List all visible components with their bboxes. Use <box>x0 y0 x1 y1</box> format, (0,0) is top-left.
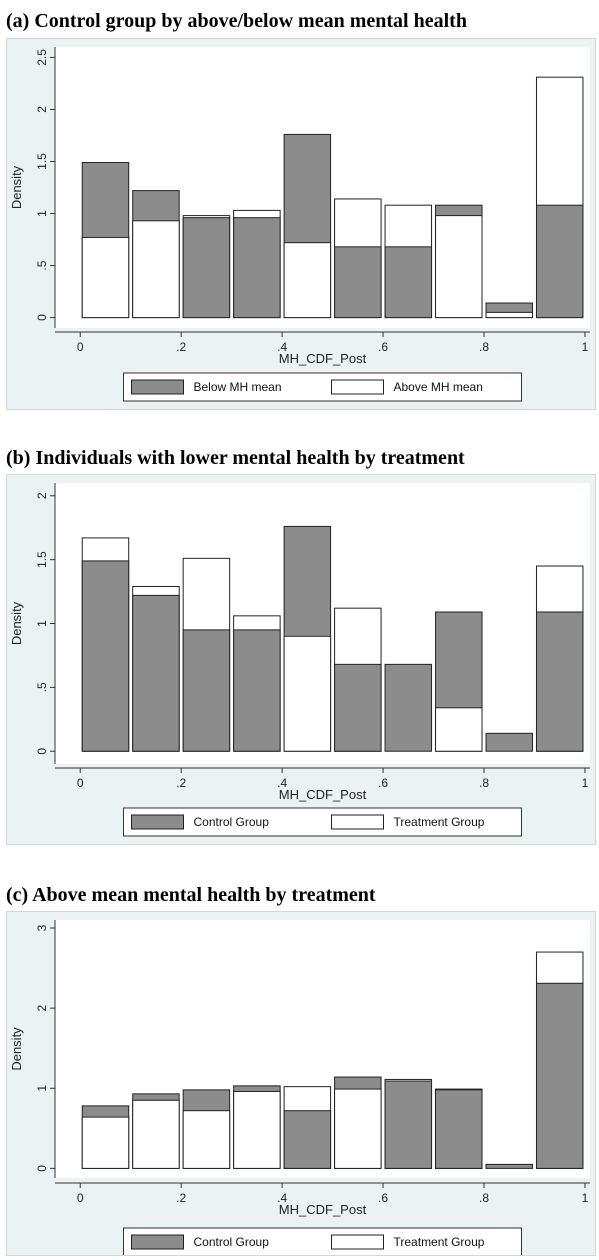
panel-a-y-tick-label: .5 <box>35 260 49 270</box>
panel-c-legend-label-1: Control Group <box>194 1235 270 1249</box>
panel-b: (b) Individuals with lower mental health… <box>0 447 599 845</box>
panel-c-title: (c) Above mean mental health by treatmen… <box>6 884 376 906</box>
panel-b-y-tick-label: 2 <box>35 492 49 499</box>
panel-b-bar-series2-bin-4 <box>283 635 332 752</box>
panel-a-bar-series2-bin-8 <box>485 311 533 319</box>
panel-b-bar-series1-bin-5 <box>334 663 382 752</box>
panel-c-chart: 0 1 2 3 Density 0 .2 .4 .6 .8 1 MH_CDF_Post Control … <box>9 920 590 1257</box>
panel-a-bar-series1-bin-2 <box>182 217 231 319</box>
panel-c-plot-frame: 0 1 2 3 Density 0 .2 .4 .6 .8 1 MH_CDF_Post Control … <box>6 911 596 1257</box>
panel-b-y-tick-label: 1.5 <box>35 551 49 568</box>
panel-b-x-tick-label: .2 <box>176 776 186 790</box>
panel-c-bar-series2-bin-0 <box>81 1116 130 1169</box>
panel-c-x-tick-label: 1 <box>582 1191 589 1205</box>
panel-b-plot-frame: 0 .5 1 1.5 2 Density 0 .2 .4 .6 .8 1 MH_CDF_Post Cont… <box>6 474 596 845</box>
panel-b-bar-series1-bin-3 <box>233 629 281 752</box>
panel-b-y-tick-label: 0 <box>35 748 49 755</box>
panel-a-chart: 0 .5 1 1.5 2 2.5 Density 0 .2 .4 .6 .8 1 MH_CDF_Post B… <box>9 47 590 402</box>
panel-a-legend-swatch-2 <box>331 379 384 395</box>
panel-a-plot-frame: 0 .5 1 1.5 2 2.5 Density 0 .2 .4 .6 .8 1 MH_CDF_Post B… <box>6 38 596 410</box>
panel-c-y-tick-label: 2 <box>35 1004 49 1011</box>
panel-c-legend-swatch-2 <box>331 1234 384 1250</box>
panel-b-x-axis-label: MH_CDF_Post <box>279 787 367 802</box>
panel-c-x-tick-label: 0 <box>77 1191 84 1205</box>
panel-b-bar-series1-bin-2 <box>182 629 231 752</box>
panel-b-y-axis-label: Density <box>9 601 24 645</box>
panel-a-legend-label-1: Below MH mean <box>194 380 282 394</box>
panel-a-bar-series1-bin-9 <box>535 204 584 319</box>
panel-b-legend-swatch-2 <box>331 814 384 830</box>
panel-a-x-axis-label: MH_CDF_Post <box>279 351 367 366</box>
panel-b-bar-series1-bin-8 <box>485 732 533 752</box>
panel-b-legend: Control Group Treatment Group <box>123 807 522 837</box>
panel-a-bar-series2-bin-7 <box>435 215 483 319</box>
panel-a-bar-series2-bin-0 <box>81 236 130 319</box>
panel-a-legend-box <box>123 372 522 402</box>
panel-b-bar-series1-bin-9 <box>535 611 584 752</box>
panel-a-y-axis-label: Density <box>9 165 24 209</box>
panel-b-legend-box <box>123 807 522 837</box>
panel-c-y-tick-label: 1 <box>35 1085 49 1092</box>
panel-a-legend-label-2: Above MH mean <box>394 380 483 394</box>
panel-b-legend-swatch-1 <box>131 814 184 830</box>
panel-a-y-tick-label: 2 <box>35 106 49 113</box>
panel-a-y-tick-label: 1.5 <box>35 153 49 170</box>
panel-b-x-tick-label: .6 <box>378 776 388 790</box>
panel-b-bar-series2-bin-7 <box>435 707 483 752</box>
panel-a-x-tick-label: 1 <box>582 340 589 354</box>
panel-c-bar-series1-bin-4 <box>283 1110 332 1169</box>
panel-c-x-tick-label: .8 <box>479 1191 489 1205</box>
panel-b-x-tick-label: 1 <box>582 776 589 790</box>
panel-c-x-tick-label: .6 <box>378 1191 388 1205</box>
panel-a-x-tick-label: .8 <box>479 340 489 354</box>
panel-a-y-tick-label: 1 <box>35 210 49 217</box>
panel-c-bar-series2-bin-2 <box>182 1110 231 1169</box>
panel-a-x-tick-label: 0 <box>77 340 84 354</box>
panel-a-x-tick-label: .6 <box>378 340 388 354</box>
panel-a-bar-series1-bin-5 <box>334 246 382 319</box>
panel-b-y-tick-label: .5 <box>35 682 49 692</box>
panel-b-y-tick-label: 1 <box>35 620 49 627</box>
panel-b-x-tick-label: .4 <box>277 776 287 790</box>
panel-a-bar-series2-bin-1 <box>132 220 180 319</box>
panel-b-chart: 0 .5 1 1.5 2 Density 0 .2 .4 .6 .8 1 MH_CDF_Post Cont… <box>9 483 590 837</box>
panel-a-legend-swatch-1 <box>131 379 184 395</box>
panel-c-y-tick-label: 3 <box>35 924 49 931</box>
panel-a-x-tick-label: .4 <box>277 340 287 354</box>
panel-a-title: (a) Control group by above/below mean me… <box>6 10 467 32</box>
panel-b-bar-series1-bin-0 <box>81 560 130 752</box>
panel-c-y-tick-label: 0 <box>35 1165 49 1172</box>
panel-c-x-tick-label: .2 <box>176 1191 186 1205</box>
panel-b-legend-label-2: Treatment Group <box>394 815 485 829</box>
panel-c-bar-series1-bin-6 <box>384 1080 433 1169</box>
panel-c-bar-series2-bin-5 <box>334 1088 382 1169</box>
panel-c: (c) Above mean mental health by treatmen… <box>0 884 599 1257</box>
panel-a-bar-series2-bin-4 <box>283 242 332 319</box>
panel-b-legend-label-1: Control Group <box>194 815 270 829</box>
panel-b-bar-series1-bin-1 <box>132 594 180 752</box>
panel-c-legend-label-2: Treatment Group <box>394 1235 485 1249</box>
panel-a-legend: Below MH mean Above MH mean <box>123 372 522 402</box>
panel-b-bar-series1-bin-6 <box>384 663 433 752</box>
panel-a: (a) Control group by above/below mean me… <box>0 10 599 410</box>
panel-c-bar-series1-bin-9 <box>535 982 584 1169</box>
panel-a-y-tick-label: 2.5 <box>35 49 49 66</box>
panel-c-y-axis-label: Density <box>9 1027 24 1071</box>
panel-a-bar-series1-bin-3 <box>233 217 281 319</box>
panel-c-x-tick-label: .4 <box>277 1191 287 1205</box>
panel-c-legend: Control Group Treatment Group <box>123 1227 522 1257</box>
panel-c-bar-series1-bin-8 <box>485 1163 533 1169</box>
panel-a-y-tick-label: 0 <box>35 314 49 321</box>
panel-b-x-tick-label: .8 <box>479 776 489 790</box>
panel-c-bar-series1-bin-7 <box>435 1089 483 1169</box>
panel-c-x-axis-label: MH_CDF_Post <box>279 1202 367 1217</box>
panel-b-title: (b) Individuals with lower mental health… <box>6 447 465 469</box>
panel-c-bar-series2-bin-1 <box>132 1099 180 1169</box>
panel-a-bar-series1-bin-6 <box>384 246 433 319</box>
panel-c-legend-swatch-1 <box>131 1234 184 1250</box>
panel-b-x-tick-label: 0 <box>77 776 84 790</box>
panel-a-x-tick-label: .2 <box>176 340 186 354</box>
panel-c-bar-series2-bin-3 <box>233 1090 281 1169</box>
